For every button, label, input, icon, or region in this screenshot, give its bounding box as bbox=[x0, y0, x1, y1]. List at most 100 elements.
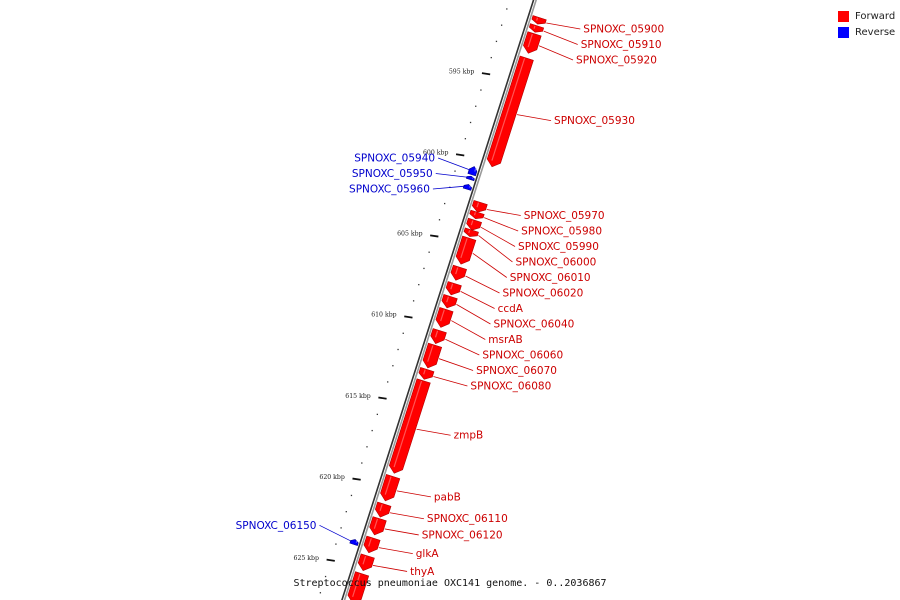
minor-tick bbox=[361, 462, 363, 464]
gene-leader-line bbox=[416, 428, 451, 436]
tick-label: 595 kbp bbox=[449, 68, 474, 75]
minor-tick bbox=[392, 365, 394, 367]
gene-highlight bbox=[434, 330, 439, 338]
gene-arrow bbox=[347, 571, 370, 600]
minor-tick bbox=[469, 121, 472, 124]
minor-tick bbox=[490, 56, 492, 59]
minor-tick bbox=[335, 543, 337, 545]
minor-tick bbox=[366, 446, 368, 448]
tick-label: 615 kbp bbox=[345, 393, 370, 400]
gene-label: SPNOXC_05960 bbox=[349, 183, 430, 195]
gene-leader-line bbox=[538, 45, 574, 61]
legend-forward-label: Forward bbox=[855, 10, 896, 22]
caption-text: Streptococcus pneumoniae OXC141 genome. … bbox=[293, 578, 607, 589]
minor-tick bbox=[480, 89, 482, 91]
gene-label: SPNOXC_05970 bbox=[524, 210, 605, 222]
gene-arrow bbox=[462, 184, 473, 191]
genome-caption: Streptococcus pneumoniae OXC141 genome. … bbox=[0, 578, 900, 589]
gene-arrow bbox=[388, 378, 431, 474]
gene-highlight bbox=[491, 58, 526, 161]
legend-reverse: Reverse bbox=[838, 24, 895, 40]
minor-tick bbox=[350, 494, 353, 497]
gene-arrow bbox=[465, 175, 475, 182]
gene-label: SPNOXC_05910 bbox=[581, 39, 662, 51]
gene-arrow bbox=[435, 307, 454, 328]
gene-arrow bbox=[349, 539, 359, 546]
gene-highlight bbox=[427, 345, 434, 362]
minor-tick bbox=[376, 413, 378, 416]
gene-label: SPNOXC_06150 bbox=[236, 520, 317, 532]
gene-highlight bbox=[470, 220, 474, 226]
tick-label: 605 kbp bbox=[397, 231, 422, 238]
gene-leader-line bbox=[396, 490, 431, 498]
gene-label: msrAB bbox=[488, 334, 522, 346]
gene-label: SPNOXC_05990 bbox=[518, 241, 599, 253]
gene-highlight bbox=[527, 33, 533, 48]
forward-swatch bbox=[838, 10, 849, 22]
gene-arrow bbox=[523, 31, 542, 54]
minor-tick bbox=[506, 8, 508, 10]
legend-forward: Forward bbox=[838, 8, 895, 24]
gene-label: SPNOXC_06040 bbox=[493, 318, 574, 330]
tick-label: 600 kbp bbox=[423, 150, 448, 157]
gene-label: SPNOXC_06020 bbox=[503, 287, 584, 299]
gene-label: SPNOXC_05930 bbox=[554, 115, 635, 127]
major-tick bbox=[378, 396, 387, 400]
gene-label: SPNOXC_06010 bbox=[510, 272, 591, 284]
tick-label: 625 kbp bbox=[294, 555, 319, 562]
gene-arrow bbox=[445, 281, 462, 296]
tick-label: 610 kbp bbox=[371, 312, 396, 319]
gene-label: SPNOXC_06080 bbox=[470, 380, 551, 392]
gene-label: thyA bbox=[410, 566, 435, 578]
minor-tick bbox=[500, 24, 503, 26]
gene-arrow bbox=[418, 367, 435, 380]
gene-highlight bbox=[476, 202, 480, 208]
gene-highlight bbox=[455, 267, 459, 275]
backbone-line-outer bbox=[341, 0, 535, 600]
minor-tick bbox=[464, 138, 467, 140]
minor-tick bbox=[319, 592, 322, 594]
minor-tick bbox=[475, 105, 477, 107]
gene-arrow bbox=[450, 264, 467, 281]
gene-leader-line bbox=[373, 565, 408, 572]
minor-tick bbox=[428, 251, 430, 253]
gene-highlight bbox=[373, 518, 379, 529]
major-tick bbox=[352, 477, 361, 481]
gene-highlight bbox=[352, 573, 361, 597]
gene-highlight bbox=[393, 380, 423, 468]
gene-label: SPNOXC_06060 bbox=[482, 349, 563, 361]
gene-highlight bbox=[469, 185, 471, 188]
major-tick bbox=[455, 153, 465, 157]
gene-leader-line bbox=[484, 217, 519, 232]
gene-arrow bbox=[528, 23, 545, 33]
minor-tick bbox=[345, 511, 347, 513]
gene-leader-line bbox=[460, 291, 495, 309]
minor-tick bbox=[438, 219, 441, 221]
gene-arrow bbox=[363, 535, 381, 554]
gene-arrow bbox=[531, 15, 547, 25]
gene-leader-line bbox=[432, 185, 465, 190]
gene-label: SPNOXC_05900 bbox=[583, 24, 664, 36]
minor-tick bbox=[412, 300, 415, 302]
gene-arrow bbox=[430, 328, 447, 344]
gene-leader-line bbox=[319, 524, 352, 542]
minor-tick bbox=[495, 40, 498, 43]
gene-label: SPNOXC_06110 bbox=[427, 513, 508, 525]
gene-leader-line bbox=[456, 304, 491, 325]
gene-layer bbox=[347, 15, 547, 600]
gene-leader-line bbox=[384, 528, 419, 536]
gene-arrow bbox=[471, 200, 488, 213]
legend: Forward Reverse bbox=[838, 8, 895, 40]
minor-tick bbox=[402, 332, 404, 334]
gene-leader-line bbox=[378, 547, 413, 554]
gene-highlight bbox=[379, 504, 383, 511]
minor-tick bbox=[444, 202, 446, 205]
minor-tick bbox=[423, 267, 425, 270]
reverse-swatch bbox=[838, 26, 849, 38]
gene-leader-line bbox=[389, 512, 424, 520]
gene-highlight bbox=[460, 238, 468, 259]
gene-label: ccdA bbox=[498, 303, 524, 315]
gene-leader-line bbox=[451, 320, 486, 340]
backbone-layer bbox=[341, 0, 538, 600]
